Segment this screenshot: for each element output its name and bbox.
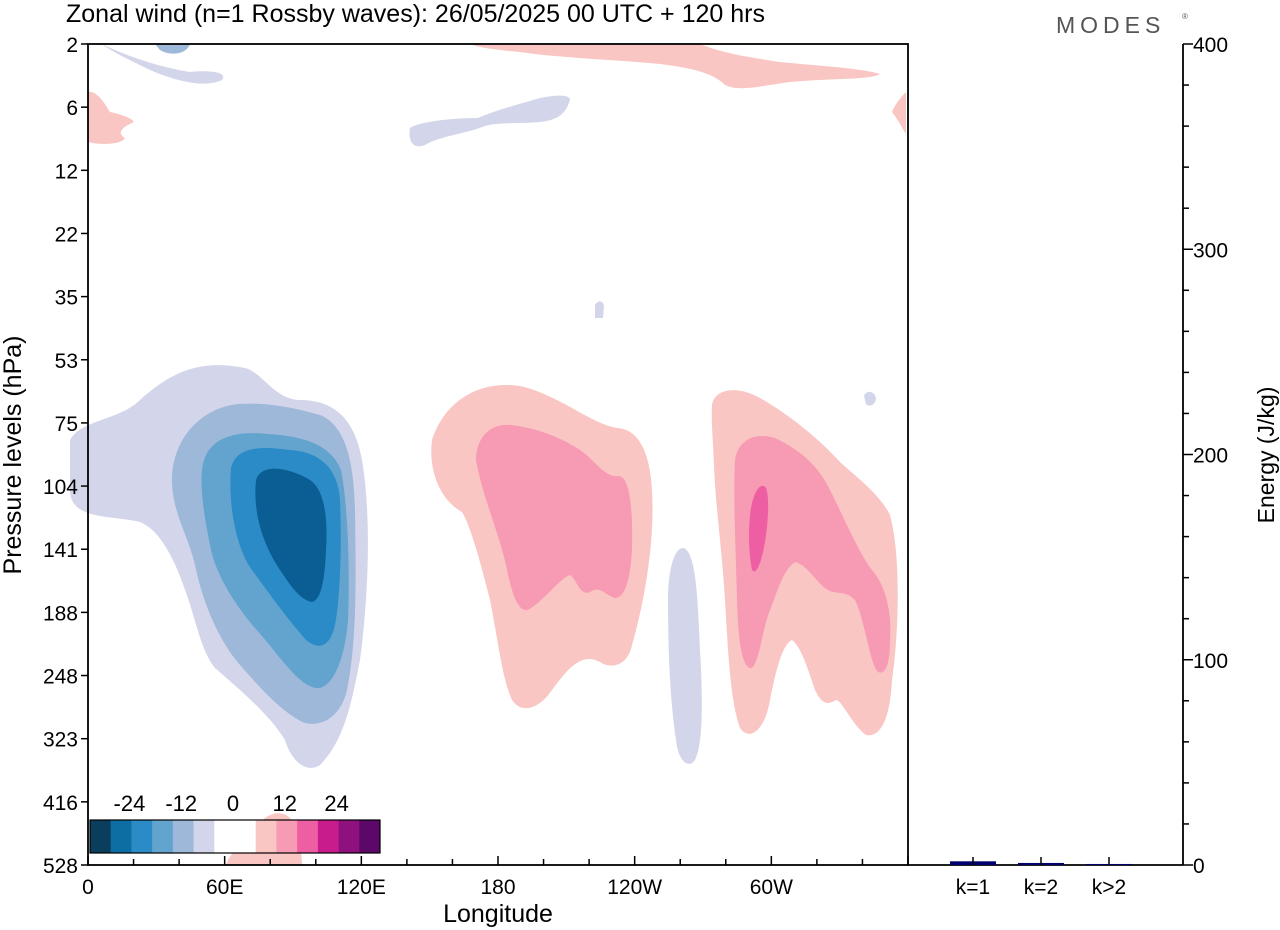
contour-positive-east-level-3 — [748, 485, 769, 572]
colorbar-swatch — [172, 820, 194, 853]
logo-registered-mark: ® — [1182, 12, 1188, 21]
colorbar-swatch — [317, 820, 339, 853]
colorbar-swatch — [338, 820, 360, 853]
energy-tick-label: 300 — [1193, 239, 1228, 262]
y-tick-label: 22 — [55, 223, 78, 246]
x-tick-label: 60E — [206, 876, 243, 899]
contour-negative-upper-2 — [409, 95, 570, 147]
y-tick-label: 248 — [43, 666, 78, 689]
energy-category-label: k=2 — [1024, 876, 1058, 899]
colorbar-swatch — [235, 820, 257, 853]
energy-tick-label: 100 — [1193, 650, 1228, 673]
y-tick-label: 75 — [55, 413, 78, 436]
colorbar-labels: -24 -12 0 12 24 — [114, 791, 349, 816]
contour-negative-speck-2 — [864, 391, 876, 406]
colorbar-swatch — [131, 820, 153, 853]
x-tick-label: 180 — [480, 876, 515, 899]
colorbar-tick-label: 24 — [324, 791, 348, 816]
y-tick-label: 416 — [43, 792, 78, 815]
x-tick-label: 0 — [82, 876, 94, 899]
energy-tick-label: 200 — [1193, 445, 1228, 468]
colorbar-swatch — [193, 820, 215, 853]
y-tick-label: 12 — [55, 160, 78, 183]
contour-positive-east-level-2 — [734, 436, 891, 673]
contour-negative-upper-core — [155, 44, 190, 54]
y-tick-label: 2 — [66, 34, 78, 57]
left-axis-labels: 2 6 12 22 35 53 75 104 141 188 248 323 416 528 — [43, 34, 78, 878]
energy-axis-title: Energy (J/kg) — [1253, 387, 1279, 524]
contour-positive-upper-left — [88, 91, 134, 144]
y-tick-label: 6 — [66, 97, 78, 120]
y-tick-label: 104 — [43, 476, 78, 499]
colorbar-swatch — [297, 820, 319, 853]
y-tick-label: 188 — [43, 602, 78, 625]
y-tick-label: 323 — [43, 729, 78, 752]
y-axis-title: Pressure levels (hPa) — [0, 336, 27, 575]
energy-tick-label: 0 — [1193, 855, 1205, 878]
colorbar — [89, 819, 381, 854]
colorbar-tick-label: -12 — [165, 791, 197, 816]
colorbar-swatch — [152, 820, 174, 853]
x-axis-title: Longitude — [443, 900, 553, 928]
x-tick-label: 120E — [337, 876, 386, 899]
colorbar-swatch — [359, 820, 381, 853]
bottom-axis-labels: 0 60E 120E 180 120W 60W — [82, 876, 793, 899]
contour-negative-level-5 — [255, 468, 327, 602]
colorbar-frame — [89, 819, 381, 854]
contour-negative-strip — [668, 548, 702, 764]
contour-negative-upper-1 — [102, 44, 224, 84]
y-tick-label: 53 — [55, 350, 78, 373]
energy-category-label: k=1 — [956, 876, 990, 899]
chart-title: Zonal wind (n=1 Rossby waves): 26/05/202… — [66, 0, 765, 28]
energy-category-labels: k=1 k=2 k>2 — [956, 876, 1126, 899]
energy-category-label: k>2 — [1092, 876, 1126, 899]
colorbar-swatch — [255, 820, 277, 853]
contour-negative-speck-1 — [595, 301, 604, 318]
energy-tick-label: 400 — [1193, 34, 1228, 57]
contour-positive-upper-1 — [470, 44, 880, 89]
energy-axis-labels: 0 100 200 300 400 — [1193, 34, 1228, 878]
energy-bars — [950, 857, 1132, 865]
colorbar-swatch — [90, 820, 112, 853]
y-tick-label: 141 — [43, 539, 78, 562]
colorbar-tick-label: 12 — [273, 791, 297, 816]
bottom-axis-ticks — [87, 856, 909, 865]
contour-fields — [70, 44, 906, 865]
y-tick-label: 528 — [43, 855, 78, 878]
contour-positive-upper-right — [892, 92, 906, 134]
left-axis-ticks — [81, 43, 88, 866]
contour-positive-center-level-2 — [476, 424, 633, 611]
x-tick-label: 120W — [607, 876, 662, 899]
colorbar-swatch — [276, 820, 298, 853]
modes-logo: MODES — [1056, 12, 1165, 38]
colorbar-swatch — [214, 820, 236, 853]
colorbar-tick-label: -24 — [114, 791, 146, 816]
colorbar-swatch — [110, 820, 132, 853]
y-tick-label: 35 — [55, 287, 78, 310]
colorbar-tick-label: 0 — [227, 791, 239, 816]
x-tick-label: 60W — [750, 876, 793, 899]
energy-axis-ticks — [1183, 43, 1193, 866]
